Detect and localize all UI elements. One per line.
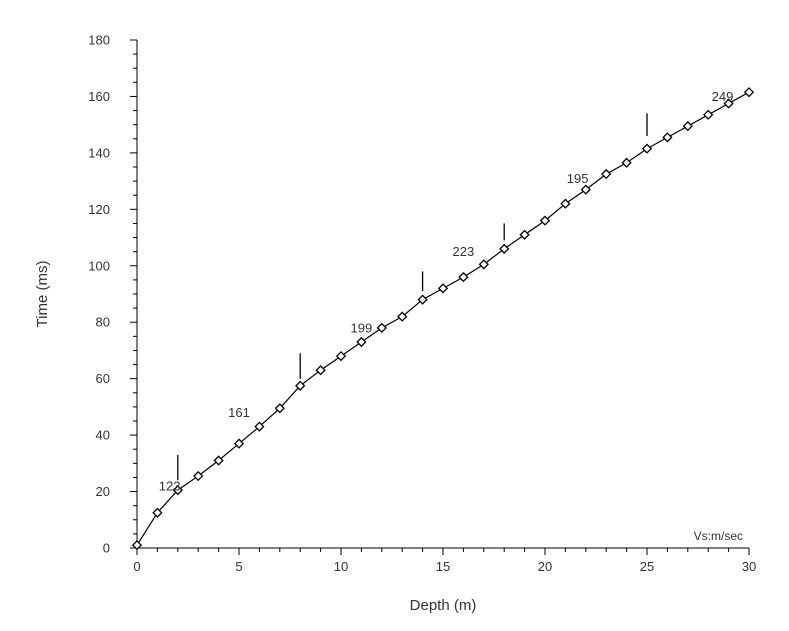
data-point-marker xyxy=(315,365,326,376)
x-tick-label: 20 xyxy=(538,559,552,574)
y-tick-label: 140 xyxy=(88,145,110,160)
data-point-marker xyxy=(743,87,755,98)
data-point-marker xyxy=(560,198,571,209)
data-point-marker xyxy=(601,168,612,180)
y-tick-label: 100 xyxy=(88,258,110,273)
data-point-marker xyxy=(397,311,408,322)
units-label: Vs:m/sec xyxy=(694,529,743,543)
x-axis-ticks: 0 5 10 15 20 25 30 xyxy=(133,548,756,574)
x-tick-label: 25 xyxy=(640,559,654,574)
data-point-marker xyxy=(417,294,428,305)
y-tick-label: 120 xyxy=(88,202,110,217)
data-point-marker xyxy=(641,143,653,154)
x-axis-title: Depth (m) xyxy=(410,597,477,614)
data-point-marker xyxy=(254,421,265,432)
layer-boundary-markers xyxy=(177,113,648,481)
data-point-marker xyxy=(703,109,714,120)
x-tick-label: 5 xyxy=(235,559,242,574)
velocity-label: 223 xyxy=(453,244,475,259)
data-point-marker xyxy=(499,243,510,254)
data-point-marker xyxy=(376,322,387,333)
y-tick-label: 20 xyxy=(96,484,110,499)
data-point-marker xyxy=(335,350,347,362)
data-point-marker xyxy=(478,259,489,270)
data-point-marker xyxy=(723,98,734,109)
y-tick-label: 80 xyxy=(96,315,110,330)
axes xyxy=(136,40,749,549)
data-point-marker xyxy=(131,540,143,551)
y-axis-title: Time (ms) xyxy=(34,261,51,328)
velocity-annotations: 123 161 199 223 195 249 xyxy=(159,89,734,493)
y-tick-label: 180 xyxy=(88,33,110,48)
data-point-marker xyxy=(213,455,224,466)
velocity-label: 249 xyxy=(712,89,734,104)
data-point-marker xyxy=(519,229,530,240)
data-point-marker xyxy=(233,438,245,449)
data-point-marker xyxy=(295,380,306,391)
data-point-marker xyxy=(172,485,183,496)
data-point-marker xyxy=(437,283,449,294)
data-point-marker xyxy=(539,215,551,226)
y-tick-label: 0 xyxy=(103,541,110,556)
velocity-label: 123 xyxy=(159,478,181,493)
x-tick-label: 15 xyxy=(436,559,450,574)
x-tick-label: 0 xyxy=(133,559,140,574)
data-point-marker xyxy=(356,336,367,348)
y-tick-label: 60 xyxy=(96,371,110,386)
y-tick-label: 160 xyxy=(88,89,110,104)
x-tick-label: 30 xyxy=(742,559,756,574)
velocity-label: 195 xyxy=(567,171,589,186)
data-point-marker xyxy=(458,271,469,283)
velocity-label: 199 xyxy=(351,320,373,335)
data-point-marker xyxy=(580,184,591,195)
y-tick-label: 40 xyxy=(96,428,110,443)
data-point-marker xyxy=(193,470,204,482)
y-axis-ticks: 0 20 40 60 80 100 120 140 160 180 xyxy=(88,33,137,556)
x-tick-label: 10 xyxy=(334,559,348,574)
series-line xyxy=(136,91,750,546)
series-layer xyxy=(131,87,755,551)
data-point-marker xyxy=(621,157,632,168)
data-point-marker xyxy=(274,403,285,414)
data-point-marker xyxy=(662,132,673,143)
velocity-label: 161 xyxy=(228,405,250,420)
data-point-marker xyxy=(152,507,163,518)
data-point-marker xyxy=(682,120,693,132)
